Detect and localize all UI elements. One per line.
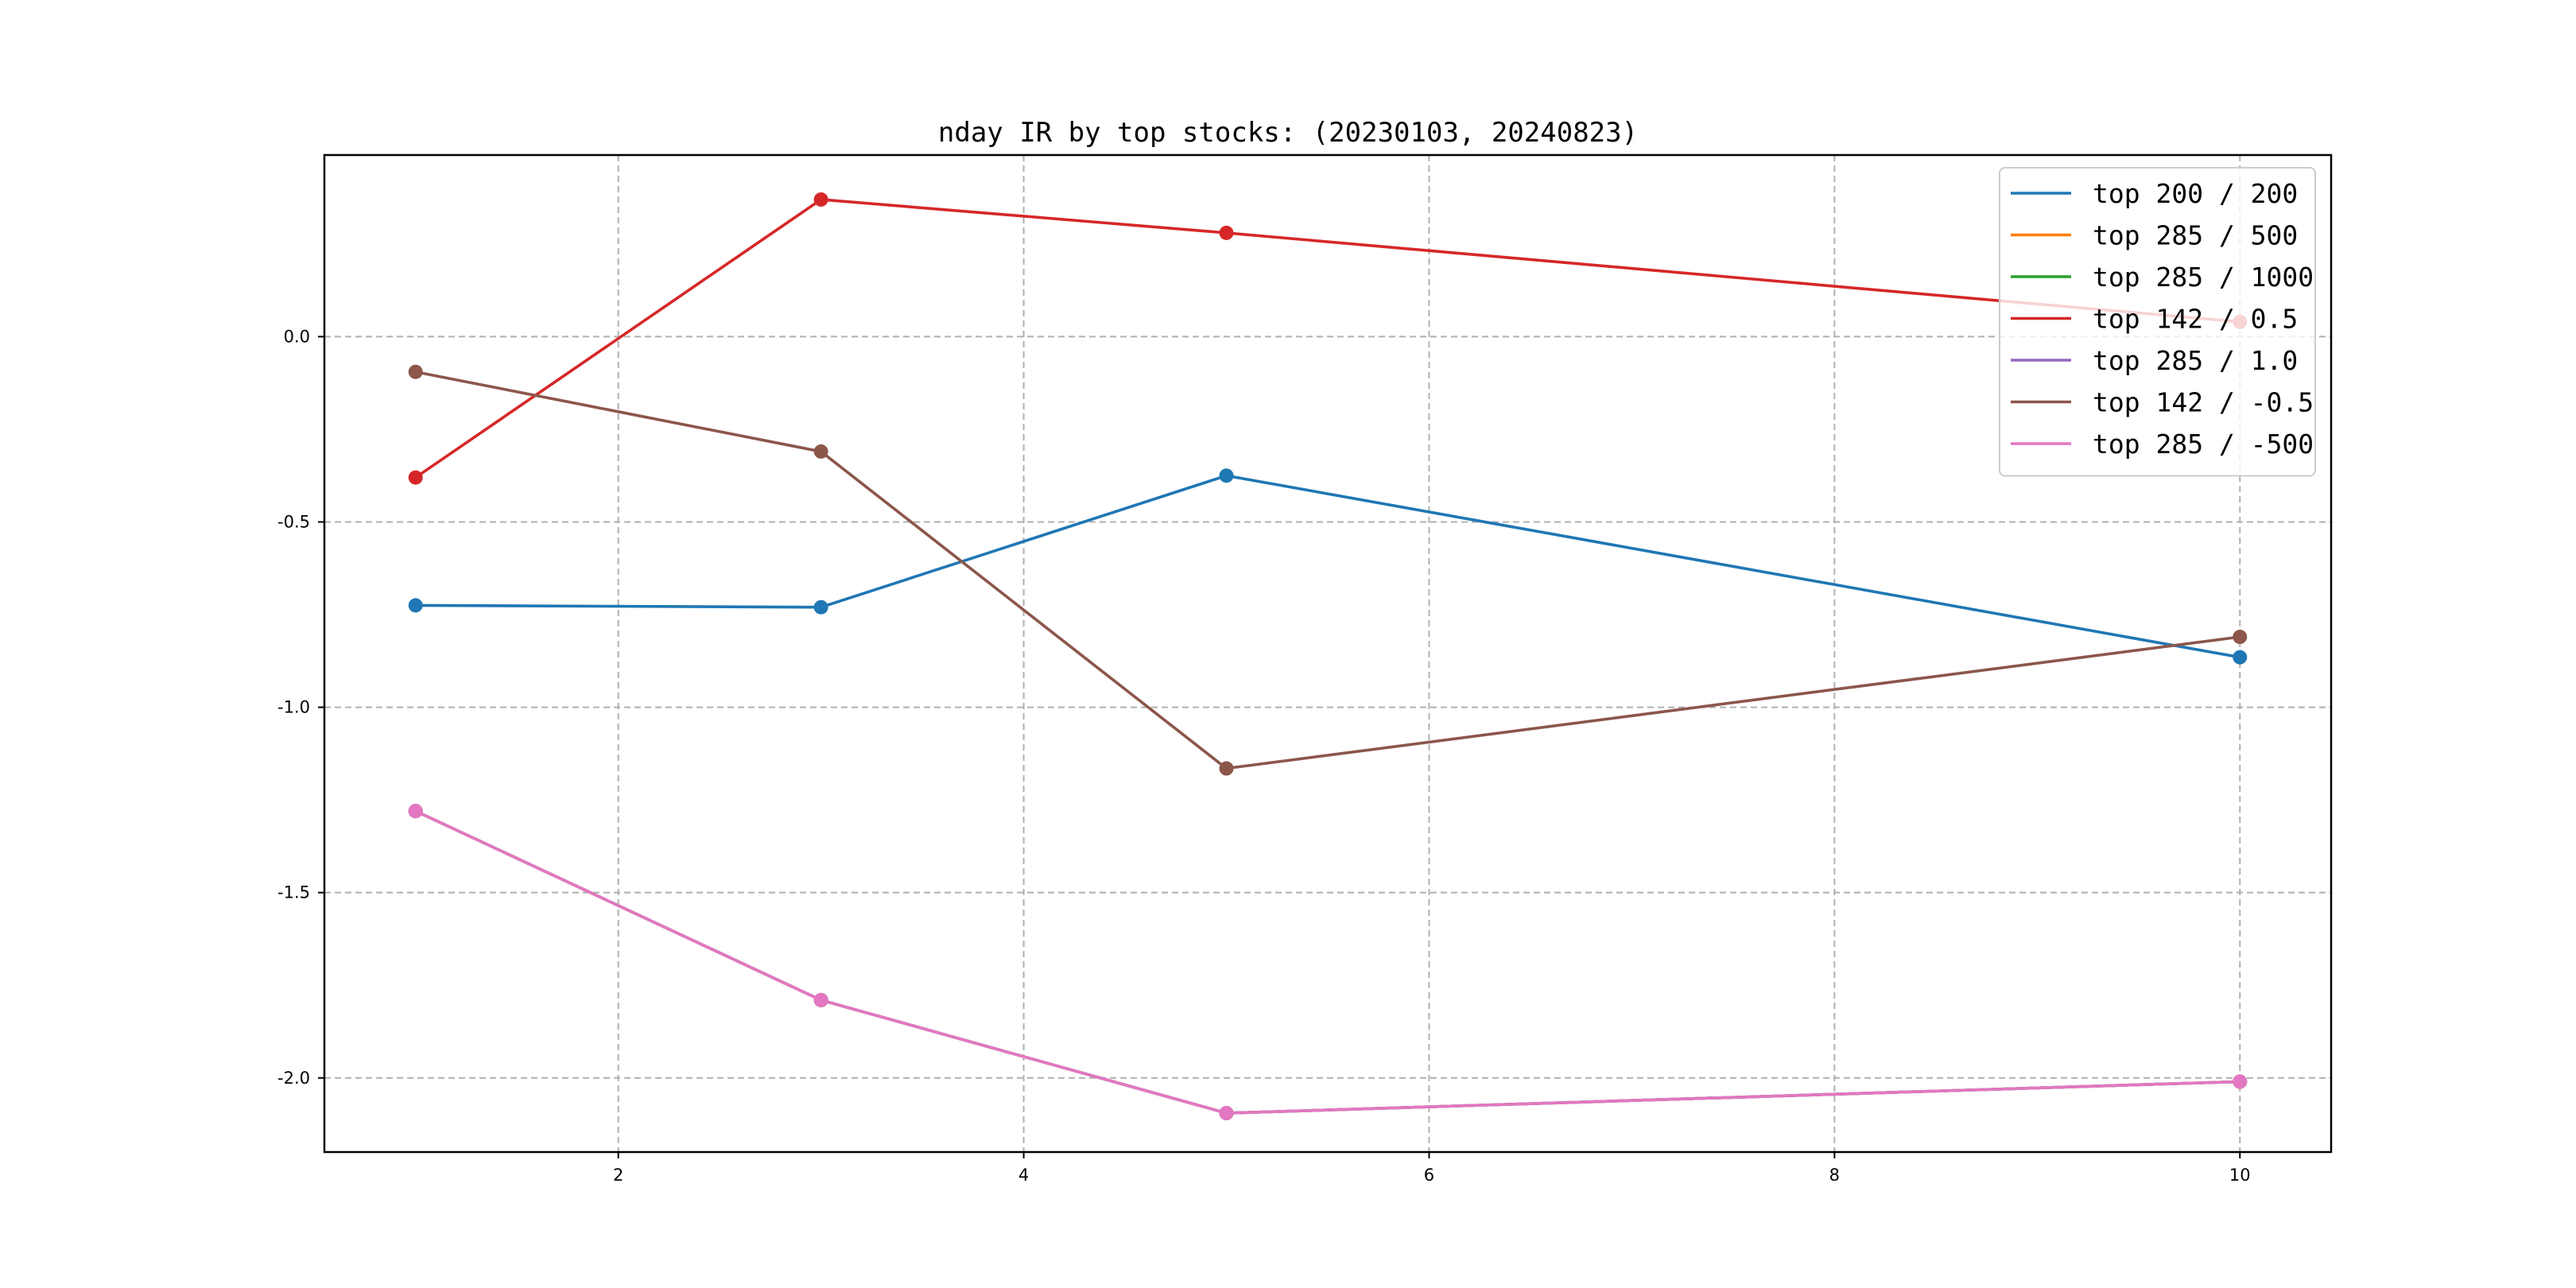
series-line [415, 370, 2240, 770]
data-point [2233, 650, 2248, 665]
x-tick-label: 8 [1829, 1166, 1840, 1185]
data-point [2233, 1074, 2248, 1089]
y-tick-label: -1.0 [277, 698, 310, 717]
legend-label: top 142 / -0.5 [2093, 387, 2314, 418]
data-point [408, 470, 423, 485]
legend-label: top 285 / 500 [2093, 220, 2298, 251]
data-point [408, 364, 423, 379]
legend-label: top 142 / 0.5 [2093, 304, 2298, 335]
y-tick-label: -2.0 [277, 1069, 310, 1088]
y-tick-label: -1.5 [277, 883, 310, 902]
legend-box [1999, 167, 2316, 477]
legend-label: top 285 / -500 [2093, 429, 2314, 460]
x-axis: 2 4 6 8 10 [613, 1152, 2251, 1185]
legend-label: top 200 / 200 [2093, 178, 2298, 209]
legend-label: top 285 / 1000 [2093, 262, 2314, 293]
data-point [813, 992, 828, 1007]
series-line [415, 474, 2240, 659]
series-line [414, 809, 2240, 1115]
y-axis: 0.0 -0.5 -1.0 -1.5 -2.0 [277, 327, 324, 1088]
chart-title: nday IR by top stocks: (20230103, 202408… [938, 117, 1638, 149]
x-tick-label: 10 [2229, 1166, 2251, 1185]
series-5 [408, 804, 2248, 1121]
legend-label: top 285 / 1.0 [2093, 345, 2298, 376]
x-tick-label: 6 [1424, 1166, 1434, 1185]
series-7 [408, 804, 2248, 1121]
series-layer [408, 192, 2248, 1121]
data-point [408, 598, 423, 613]
series-3 [408, 804, 2248, 1121]
data-point [1219, 225, 1234, 240]
series-line [414, 809, 2240, 1115]
data-point [813, 444, 828, 459]
y-tick-label: 0.0 [284, 327, 310, 346]
data-point [813, 599, 828, 615]
data-point [1219, 761, 1234, 776]
data-point [1219, 468, 1234, 483]
series-line [414, 809, 2240, 1115]
legend: top 200 / 200 top 285 / 500 top 285 / 1000… [1999, 167, 2316, 477]
plot-area-frame [323, 153, 2333, 1154]
series-6 [408, 364, 2248, 776]
series-line [414, 198, 2240, 479]
data-point [813, 192, 828, 207]
data-point [1219, 1106, 1234, 1121]
data-point [408, 804, 423, 819]
data-point [2233, 630, 2248, 645]
series-1 [408, 468, 2248, 665]
x-tick-label: 4 [1018, 1166, 1029, 1185]
y-tick-label: -0.5 [277, 513, 310, 532]
x-tick-label: 2 [613, 1166, 623, 1185]
series-line [414, 809, 2240, 1115]
series-4 [408, 192, 2248, 485]
series-2 [408, 804, 2248, 1121]
